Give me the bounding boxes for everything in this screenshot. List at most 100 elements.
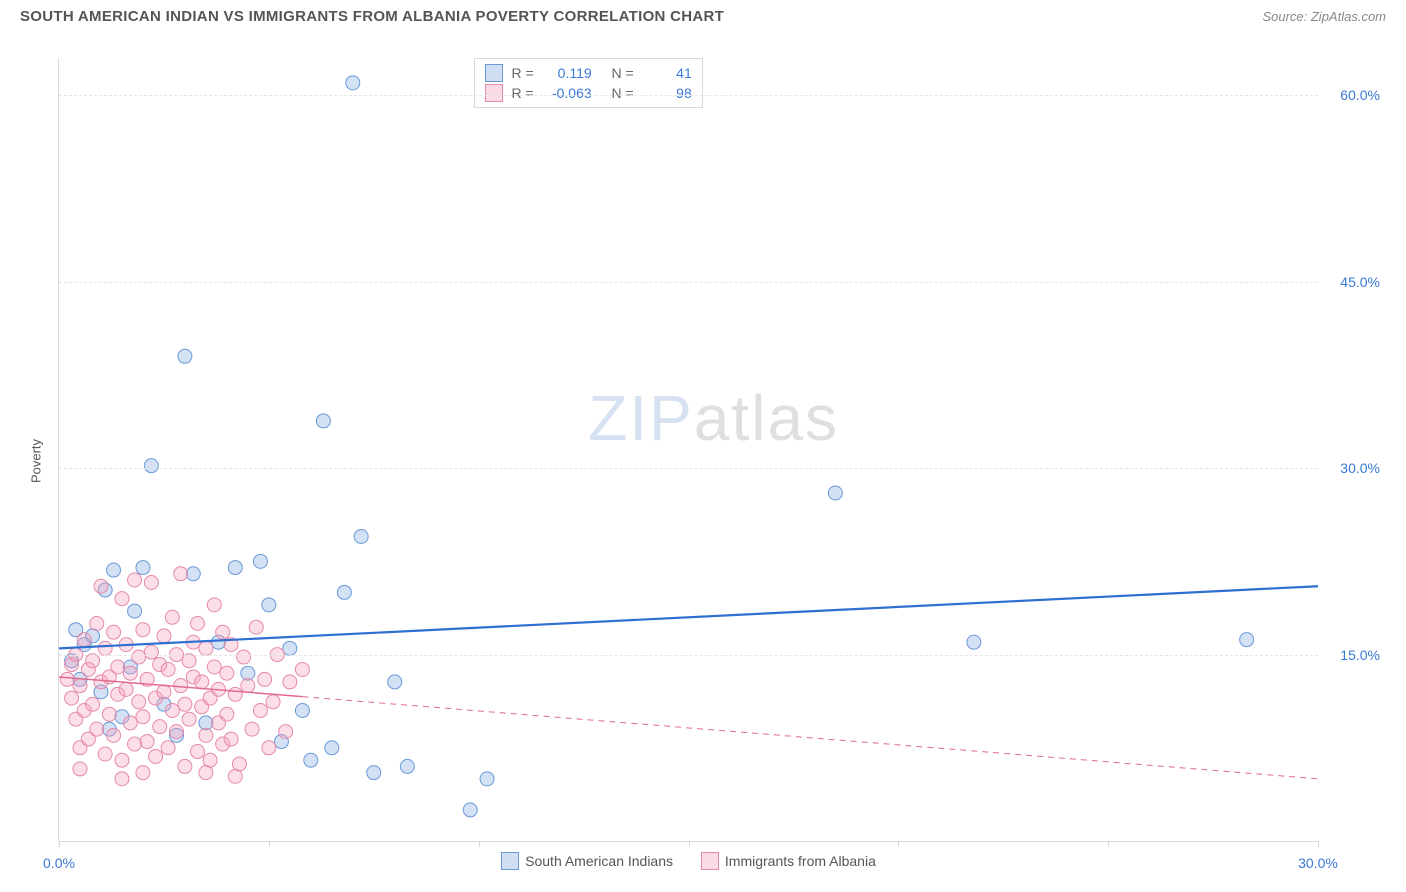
data-point [107,625,121,639]
trend-line [59,586,1318,648]
data-point [136,561,150,575]
data-point [207,598,221,612]
data-point [253,554,267,568]
data-point [325,741,339,755]
data-point [337,585,351,599]
data-point [316,414,330,428]
data-point [304,753,318,767]
data-point [86,654,100,668]
legend-item-pink: Immigrants from Albania [701,852,876,870]
stat-n-label: N = [612,65,634,81]
stat-r-label-2: R = [511,85,533,101]
data-point [346,76,360,90]
data-point [140,735,154,749]
data-point [73,679,87,693]
stat-n-label-2: N = [612,85,634,101]
x-tick-mark [59,841,60,847]
data-point [295,704,309,718]
plot-svg [59,58,1318,841]
data-point [128,604,142,618]
gridline [59,468,1318,469]
data-point [258,672,272,686]
data-point [220,707,234,721]
data-point [178,759,192,773]
gridline [59,282,1318,283]
x-tick-mark [689,841,690,847]
data-point [73,762,87,776]
data-point [174,567,188,581]
legend-swatch-blue-icon [501,852,519,870]
data-point [153,720,167,734]
data-point [186,567,200,581]
chart-title: SOUTH AMERICAN INDIAN VS IMMIGRANTS FROM… [20,8,724,25]
data-point [128,737,142,751]
data-point [279,725,293,739]
data-point [165,704,179,718]
data-point [241,666,255,680]
data-point [144,575,158,589]
swatch-pink-icon [485,84,503,102]
data-point [237,650,251,664]
data-point [367,766,381,780]
data-point [170,725,184,739]
data-point [60,672,74,686]
data-point [228,769,242,783]
data-point [149,749,163,763]
data-point [90,722,104,736]
data-point [107,728,121,742]
data-point [463,803,477,817]
trend-line-extrapolated [302,697,1318,779]
stats-row-blue: R = 0.119 N = 41 [485,63,691,83]
data-point [86,697,100,711]
data-point [220,666,234,680]
data-point [262,598,276,612]
data-point [174,679,188,693]
data-point [119,682,133,696]
y-tick-label: 15.0% [1324,647,1380,663]
data-point [90,617,104,631]
data-point [224,732,238,746]
swatch-blue-icon [485,64,503,82]
x-tick-mark [1108,841,1109,847]
data-point [123,666,137,680]
data-point [828,486,842,500]
data-point [111,660,125,674]
data-point [283,641,297,655]
data-point [136,710,150,724]
data-point [157,629,171,643]
gridline [59,655,1318,656]
data-point [388,675,402,689]
stats-box: R = 0.119 N = 41 R = -0.063 N = 98 [474,58,702,108]
data-point [1240,633,1254,647]
data-point [115,592,129,606]
data-point [182,712,196,726]
data-point [132,650,146,664]
data-point [228,687,242,701]
data-point [115,753,129,767]
data-point [190,745,204,759]
stat-r-pink: -0.063 [542,85,592,101]
data-point [203,753,217,767]
data-point [123,716,137,730]
data-point [249,620,263,634]
stat-n-blue: 41 [642,65,692,81]
data-point [241,679,255,693]
data-point [190,617,204,631]
legend-item-blue: South American Indians [501,852,673,870]
x-tick-label: 0.0% [43,855,75,871]
data-point [136,623,150,637]
data-point [144,459,158,473]
data-point [262,741,276,755]
data-point [228,561,242,575]
data-point [354,530,368,544]
x-tick-mark [1318,841,1319,847]
chart-source: Source: ZipAtlas.com [1262,9,1386,24]
data-point [178,697,192,711]
x-tick-mark [269,841,270,847]
x-tick-mark [479,841,480,847]
data-point [480,772,494,786]
data-point [128,573,142,587]
x-tick-label: 30.0% [1298,855,1338,871]
plot-area: ZIPatlas R = 0.119 N = 41 R = -0.063 N =… [58,58,1318,842]
legend-swatch-pink-icon [701,852,719,870]
